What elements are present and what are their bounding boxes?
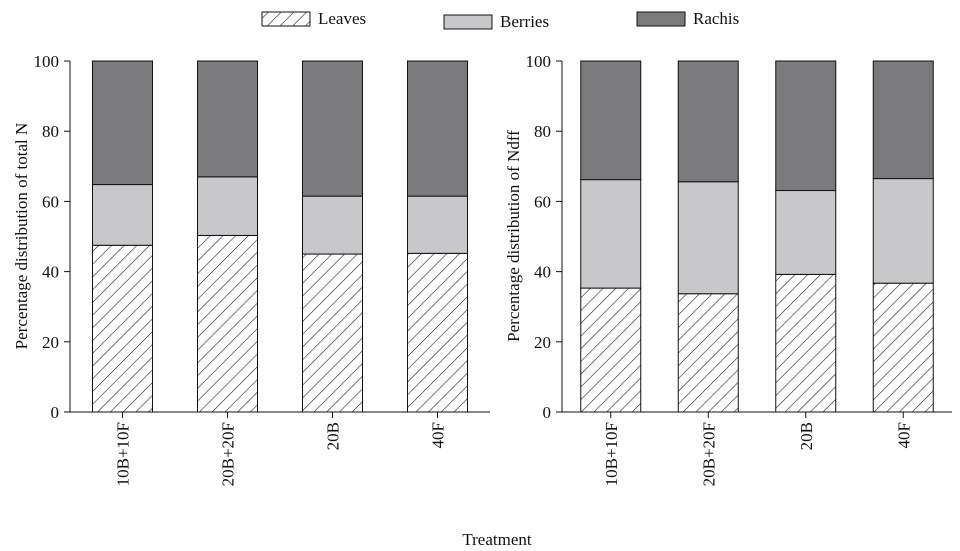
bar-segment-leaves [92, 244, 153, 413]
bar-segment-berries [197, 176, 258, 236]
chart-panel-ndff: 10B+10F 20B+20F 20B 40F 0 20 40 60 80 100 Percent… [504, 52, 952, 486]
y-tick-label: 0 [543, 403, 552, 422]
y-tick-label: 20 [42, 333, 59, 352]
axes-group: 10B+10F 20B+20F 20B 40F 0 20 40 60 80 100 [526, 52, 952, 486]
y-tick-label: 80 [42, 122, 59, 141]
bar-segment-rachis [677, 60, 739, 183]
bar-segment-berries [92, 184, 153, 246]
bar-segment-berries [775, 190, 837, 275]
bars-group [580, 60, 934, 413]
category-label: 20B [797, 422, 816, 450]
bar-segment-berries [580, 179, 642, 289]
legend-label-leaves: Leaves [318, 9, 366, 28]
bar-segment-leaves [775, 273, 837, 413]
bar-segment-leaves [580, 287, 642, 413]
bar-segment-berries [872, 178, 934, 284]
y-tick-label: 60 [534, 192, 551, 211]
bar-segment-rachis [775, 60, 837, 192]
legend-label-rachis: Rachis [693, 9, 739, 28]
legend-label-berries: Berries [500, 12, 549, 31]
y-tick-label: 20 [534, 333, 551, 352]
legend-swatch-rachis [636, 11, 686, 27]
legend-swatch-leaves [261, 11, 311, 27]
legend-swatch-berries [443, 14, 493, 30]
bar-segment-berries [677, 181, 739, 295]
bar-segment-leaves [677, 293, 739, 413]
category-label: 20B [324, 422, 343, 450]
legend-item-rachis: Rachis [636, 9, 739, 28]
bar-segment-rachis [872, 60, 934, 180]
y-axis-title: Percentage distribution of total N [12, 123, 31, 350]
legend-item-leaves: Leaves [261, 9, 366, 28]
bars-group [92, 60, 468, 413]
bar-segment-rachis [407, 60, 468, 197]
legend: Leaves Berries Rachis [261, 9, 739, 31]
category-label: 40F [429, 422, 448, 448]
bar-segment-berries [407, 195, 468, 254]
y-tick-label: 40 [42, 263, 59, 282]
y-tick-label: 40 [534, 263, 551, 282]
bar-segment-leaves [197, 234, 258, 413]
bar-segment-rachis [197, 60, 258, 178]
category-label: 20B+20F [219, 422, 238, 486]
bar-segment-rachis [92, 60, 153, 186]
category-label: 10B+10F [114, 422, 133, 486]
axes-group: 10B+10F 20B+20F 20B 40F 0 20 40 60 80 100 [34, 52, 490, 486]
bar-segment-rachis [302, 60, 363, 197]
category-label: 20B+20F [699, 422, 718, 486]
bar-segment-rachis [580, 60, 642, 181]
category-label: 10B+10F [602, 422, 621, 486]
y-axis-title: Percentage distribution of Ndff [504, 130, 523, 342]
bar-segment-leaves [302, 253, 363, 413]
bar-segment-leaves [872, 282, 934, 413]
category-label: 40F [894, 422, 913, 448]
bar-segment-leaves [407, 252, 468, 413]
y-tick-label: 100 [34, 52, 60, 71]
y-tick-label: 100 [526, 52, 552, 71]
chart-panel-total-n: 10B+10F 20B+20F 20B 40F 0 20 40 60 80 100 Percent… [12, 52, 490, 486]
legend-item-berries: Berries [443, 12, 549, 31]
bar-segment-berries [302, 195, 363, 255]
x-axis-title: Treatment [462, 530, 532, 549]
y-tick-label: 80 [534, 122, 551, 141]
y-tick-label: 0 [51, 403, 60, 422]
y-tick-label: 60 [42, 192, 59, 211]
